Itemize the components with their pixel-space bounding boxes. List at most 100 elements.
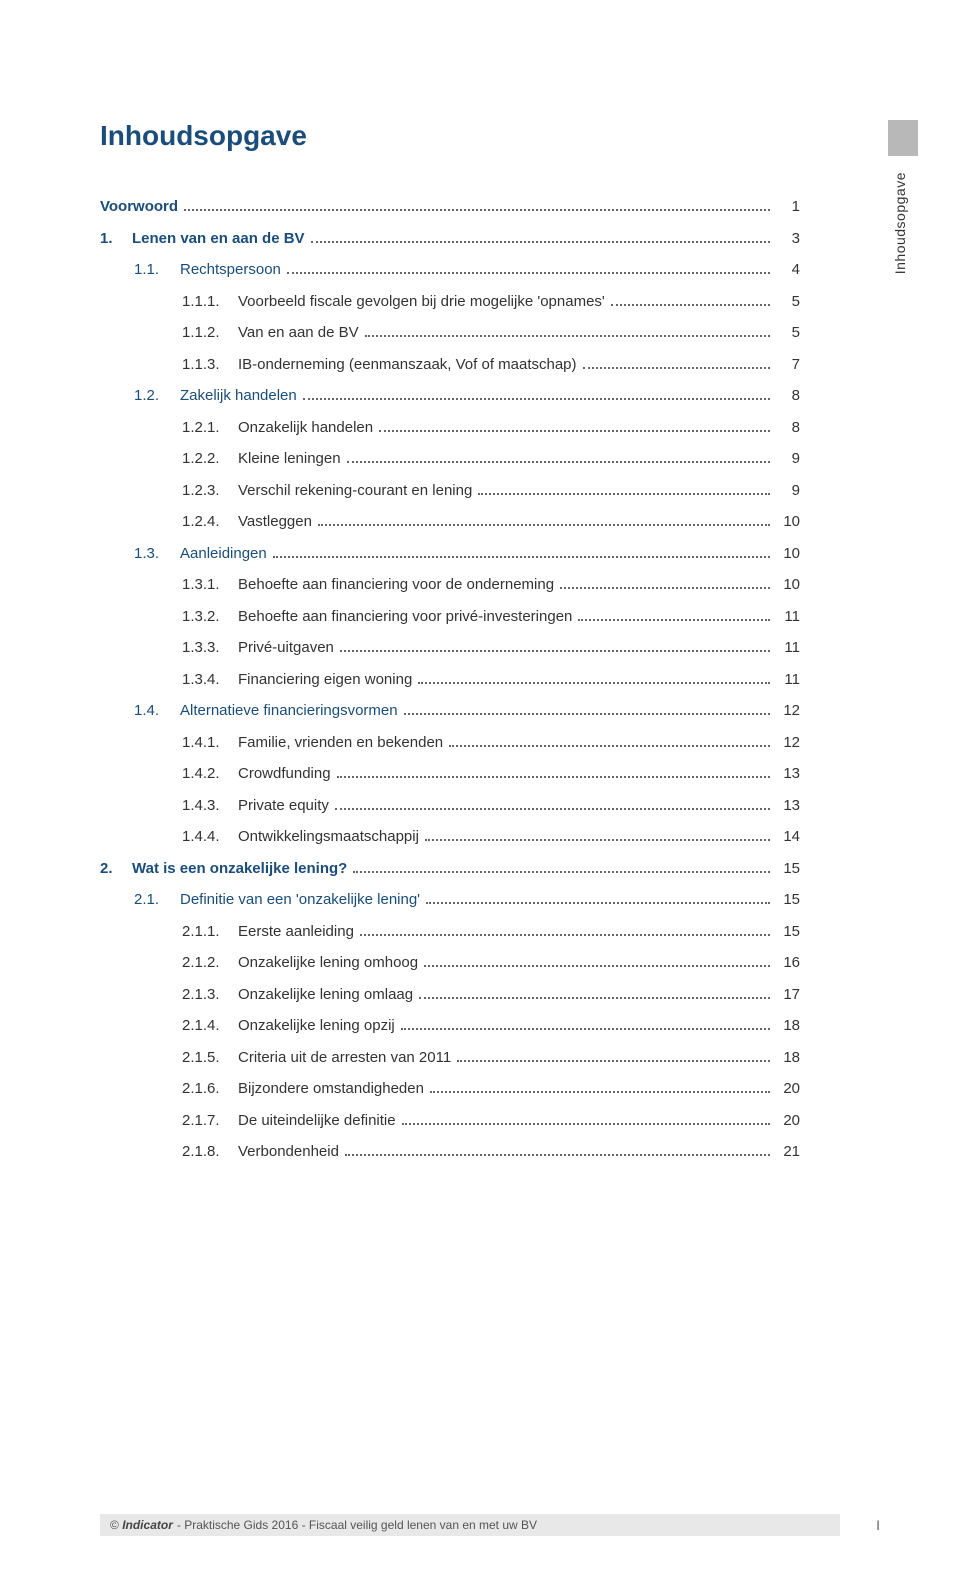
toc-entry-page: 10 [776,572,800,598]
toc-entry-page: 21 [776,1139,800,1165]
toc-leader-dots [402,1123,770,1125]
toc-entry-page: 11 [776,635,800,661]
toc-leader-dots [424,965,770,967]
toc-entry-label: Ontwikkelingsmaatschappij [238,824,419,850]
toc-entry-page: 9 [776,478,800,504]
toc-leader-dots [311,241,770,243]
toc-entry-number: 1.3.3. [182,635,238,661]
toc-entry-page: 14 [776,824,800,850]
toc-entry: 1.4.Alternatieve financieringsvormen12 [100,698,800,724]
toc-entry: 1.3.Aanleidingen10 [100,541,800,567]
toc-entry-page: 13 [776,761,800,787]
toc-entry-page: 5 [776,320,800,346]
toc-leader-dots [287,272,770,274]
toc-entry: 1.1.Rechtspersoon4 [100,257,800,283]
toc-leader-dots [184,209,770,211]
toc-entry-page: 11 [776,667,800,693]
toc-entry-number: 1.2.3. [182,478,238,504]
toc-entry-number: 1.4.3. [182,793,238,819]
toc-entry-label: Kleine leningen [238,446,341,472]
side-tab-label: Inhoudsopgave [888,162,912,284]
toc-entry-number: 1.1.1. [182,289,238,315]
toc-leader-dots [478,493,770,495]
toc-entry-label: Private equity [238,793,329,819]
toc-entry-label: Behoefte aan financiering voor de ondern… [238,572,554,598]
toc-entry-page: 10 [776,509,800,535]
toc-entry-page: 1 [776,194,800,220]
toc-entry-label: Onzakelijke lening omlaag [238,982,413,1008]
toc-entry-label: Voorbeeld fiscale gevolgen bij drie moge… [238,289,605,315]
toc-entry-label: Criteria uit de arresten van 2011 [238,1045,451,1071]
toc-entry-number: 2.1.8. [182,1139,238,1165]
toc-entry-label: Van en aan de BV [238,320,359,346]
toc-entry: 1.2.4.Vastleggen10 [100,509,800,535]
toc-entry-number: 1.4. [134,698,180,724]
toc-entry-number: 1.4.1. [182,730,238,756]
toc-leader-dots [419,997,770,999]
toc-entry-page: 5 [776,289,800,315]
toc-entry-label: Definitie van een 'onzakelijke lening' [180,887,420,913]
toc-entry-label: Crowdfunding [238,761,331,787]
toc-entry: 1.2.3.Verschil rekening-courant en lenin… [100,478,800,504]
toc-entry: 1.3.4.Financiering eigen woning11 [100,667,800,693]
toc-entry: 2.1.1.Eerste aanleiding15 [100,919,800,945]
toc-entry: 1.3.1.Behoefte aan financiering voor de … [100,572,800,598]
toc-entry-label: Onzakelijke lening omhoog [238,950,418,976]
toc-leader-dots [318,524,770,526]
toc-entry-number: 1.1.2. [182,320,238,346]
toc-entry-page: 17 [776,982,800,1008]
toc-entry: 1.2.1.Onzakelijk handelen8 [100,415,800,441]
footer-page-number: I [860,1517,880,1533]
toc-entry-page: 11 [776,604,800,630]
toc-entry-page: 15 [776,856,800,882]
toc-entry: 1.Lenen van en aan de BV3 [100,226,800,252]
toc-entry-number: 2.1.7. [182,1108,238,1134]
toc-leader-dots [430,1091,770,1093]
toc-entry-number: 1.3. [134,541,180,567]
toc-entry: 1.4.4.Ontwikkelingsmaatschappij 14 [100,824,800,850]
toc-entry-page: 18 [776,1013,800,1039]
toc-leader-dots [578,619,770,621]
toc-entry-label: Lenen van en aan de BV [132,226,305,252]
toc-entry-number: 1.2. [134,383,180,409]
toc-entry-page: 12 [776,730,800,756]
toc-entry-page: 10 [776,541,800,567]
toc-entry-number: 1.4.2. [182,761,238,787]
toc-entry-page: 12 [776,698,800,724]
toc-leader-dots [404,713,770,715]
toc-entry-number: 1.1. [134,257,180,283]
toc-entry-number: 2.1.2. [182,950,238,976]
toc-entry: 1.2.Zakelijk handelen8 [100,383,800,409]
toc-entry-number: 1.3.4. [182,667,238,693]
toc-entry-page: 20 [776,1076,800,1102]
toc-entry: 1.4.3.Private equity 13 [100,793,800,819]
toc-entry-number: 1.2.2. [182,446,238,472]
footer-publisher: Indicator [122,1518,173,1532]
toc-leader-dots [353,871,770,873]
page-footer: © Indicator - Praktische Gids 2016 - Fis… [100,1514,880,1536]
toc-entry-page: 13 [776,793,800,819]
toc-entry-label: Vastleggen [238,509,312,535]
toc-entry-page: 18 [776,1045,800,1071]
toc-entry: 2.1.2.Onzakelijke lening omhoog16 [100,950,800,976]
toc-entry-page: 8 [776,383,800,409]
toc-leader-dots [457,1060,770,1062]
toc-entry-number: 1. [100,226,132,252]
toc-entry-number: 1.3.1. [182,572,238,598]
toc-entry-number: 1.4.4. [182,824,238,850]
toc-entry-label: Rechtspersoon [180,257,281,283]
toc-leader-dots [365,335,770,337]
toc-entry-number: 2.1.5. [182,1045,238,1071]
toc-leader-dots [583,367,770,369]
toc-leader-dots [335,808,770,810]
toc-entry-label: Behoefte aan financiering voor privé-inv… [238,604,572,630]
toc-entry-number: 1.2.1. [182,415,238,441]
toc-entry-label: Bijzondere omstandigheden [238,1076,424,1102]
toc-entry-label: Verschil rekening-courant en lening [238,478,472,504]
toc-entry-label: Privé-uitgaven [238,635,334,661]
toc-entry-number: 2.1. [134,887,180,913]
toc-entry-label: Verbondenheid [238,1139,339,1165]
footer-text: - Praktische Gids 2016 - Fiscaal veilig … [177,1518,537,1532]
toc-entry-number: 2.1.4. [182,1013,238,1039]
toc-leader-dots [360,934,770,936]
